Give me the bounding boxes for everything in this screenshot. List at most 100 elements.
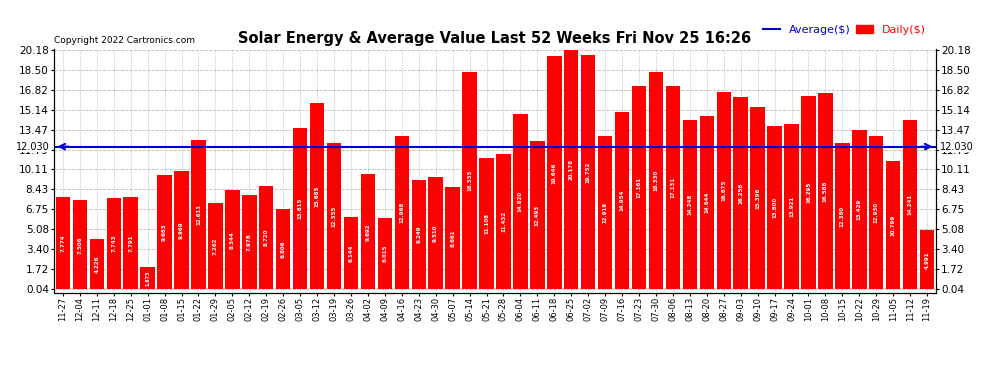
Bar [276, 209, 290, 290]
Bar [852, 130, 866, 290]
Text: 13.800: 13.800 [772, 197, 777, 218]
Text: 12.380: 12.380 [840, 206, 844, 226]
Text: 7.791: 7.791 [128, 234, 134, 252]
Text: 16.256: 16.256 [739, 182, 743, 204]
Bar [665, 86, 680, 290]
Text: 4.991: 4.991 [925, 251, 930, 268]
Text: 13.615: 13.615 [298, 198, 303, 219]
Bar [462, 72, 477, 290]
Text: 18.355: 18.355 [467, 170, 472, 191]
Bar [513, 114, 528, 290]
Text: 1.873: 1.873 [146, 271, 150, 286]
Text: 11.108: 11.108 [484, 213, 489, 234]
Text: 15.685: 15.685 [315, 186, 320, 207]
Bar [496, 154, 511, 290]
Bar [55, 197, 70, 290]
Bar [412, 180, 426, 290]
Bar [903, 120, 918, 290]
Bar [90, 239, 104, 290]
Text: 9.249: 9.249 [416, 226, 422, 243]
Bar [124, 197, 138, 290]
Text: 12.355: 12.355 [332, 206, 337, 227]
Bar [174, 171, 189, 290]
Bar [767, 126, 782, 290]
Bar [377, 218, 392, 290]
Text: 9.969: 9.969 [179, 222, 184, 239]
Bar [479, 158, 494, 290]
Bar [446, 187, 459, 290]
Text: 14.248: 14.248 [687, 194, 692, 216]
Bar [581, 55, 595, 290]
Text: 7.506: 7.506 [77, 236, 82, 254]
Text: 16.295: 16.295 [806, 182, 811, 203]
Text: 15.396: 15.396 [755, 188, 760, 209]
Bar [683, 120, 697, 290]
Bar [310, 103, 325, 290]
Text: 6.015: 6.015 [382, 245, 387, 262]
Text: Copyright 2022 Cartronics.com: Copyright 2022 Cartronics.com [54, 36, 195, 45]
Bar [836, 142, 849, 290]
Bar [395, 135, 409, 290]
Bar [648, 72, 663, 290]
Bar [564, 50, 578, 290]
Text: 19.646: 19.646 [551, 162, 556, 183]
Text: 12.611: 12.611 [196, 204, 201, 225]
Bar [243, 195, 256, 290]
Bar [615, 112, 630, 290]
Text: 13.429: 13.429 [856, 199, 862, 220]
Text: 14.644: 14.644 [704, 192, 709, 213]
Text: 7.743: 7.743 [111, 235, 116, 252]
Bar [547, 56, 561, 290]
Text: 12.493: 12.493 [535, 205, 540, 226]
Bar [259, 186, 273, 290]
Text: 19.752: 19.752 [586, 162, 591, 183]
Text: 16.675: 16.675 [722, 180, 727, 201]
Text: 12.030: 12.030 [940, 142, 974, 152]
Bar [107, 198, 121, 290]
Text: 14.954: 14.954 [620, 190, 625, 211]
Text: 12.930: 12.930 [874, 202, 879, 223]
Text: 13.921: 13.921 [789, 196, 794, 217]
Bar [141, 267, 154, 290]
Bar [531, 141, 544, 290]
Text: 7.978: 7.978 [247, 233, 251, 251]
Bar [344, 216, 358, 290]
Bar [598, 136, 613, 290]
Text: 9.692: 9.692 [365, 223, 370, 241]
Bar [360, 174, 375, 290]
Bar [72, 200, 87, 290]
Bar [801, 96, 816, 290]
Title: Solar Energy & Average Value Last 52 Weeks Fri Nov 25 16:26: Solar Energy & Average Value Last 52 Wee… [239, 31, 751, 46]
Bar [886, 161, 900, 290]
Text: 6.144: 6.144 [348, 244, 353, 262]
Bar [784, 124, 799, 290]
Bar [225, 190, 240, 290]
Bar [869, 136, 883, 290]
Text: 9.510: 9.510 [434, 224, 439, 242]
Bar [191, 140, 206, 290]
Text: 11.432: 11.432 [501, 211, 506, 232]
Bar [700, 116, 714, 290]
Text: 8.344: 8.344 [230, 231, 235, 249]
Text: 12.030: 12.030 [16, 142, 50, 152]
Bar [327, 143, 342, 290]
Text: 8.720: 8.720 [263, 229, 268, 246]
Bar [429, 177, 443, 290]
Text: 17.131: 17.131 [670, 177, 675, 198]
Text: 20.178: 20.178 [568, 159, 574, 180]
Text: 18.330: 18.330 [653, 170, 658, 191]
Text: 4.226: 4.226 [94, 256, 99, 273]
Text: 6.806: 6.806 [281, 240, 286, 258]
Text: 7.262: 7.262 [213, 238, 218, 255]
Text: 17.161: 17.161 [637, 177, 642, 198]
Bar [717, 92, 731, 290]
Bar [208, 203, 223, 290]
Text: 12.968: 12.968 [399, 202, 404, 223]
Bar [920, 230, 935, 290]
Bar [818, 93, 833, 290]
Bar [632, 86, 646, 290]
Bar [734, 96, 747, 290]
Text: 16.588: 16.588 [823, 180, 828, 202]
Bar [157, 175, 172, 290]
Legend: Average($), Daily($): Average($), Daily($) [758, 20, 930, 39]
